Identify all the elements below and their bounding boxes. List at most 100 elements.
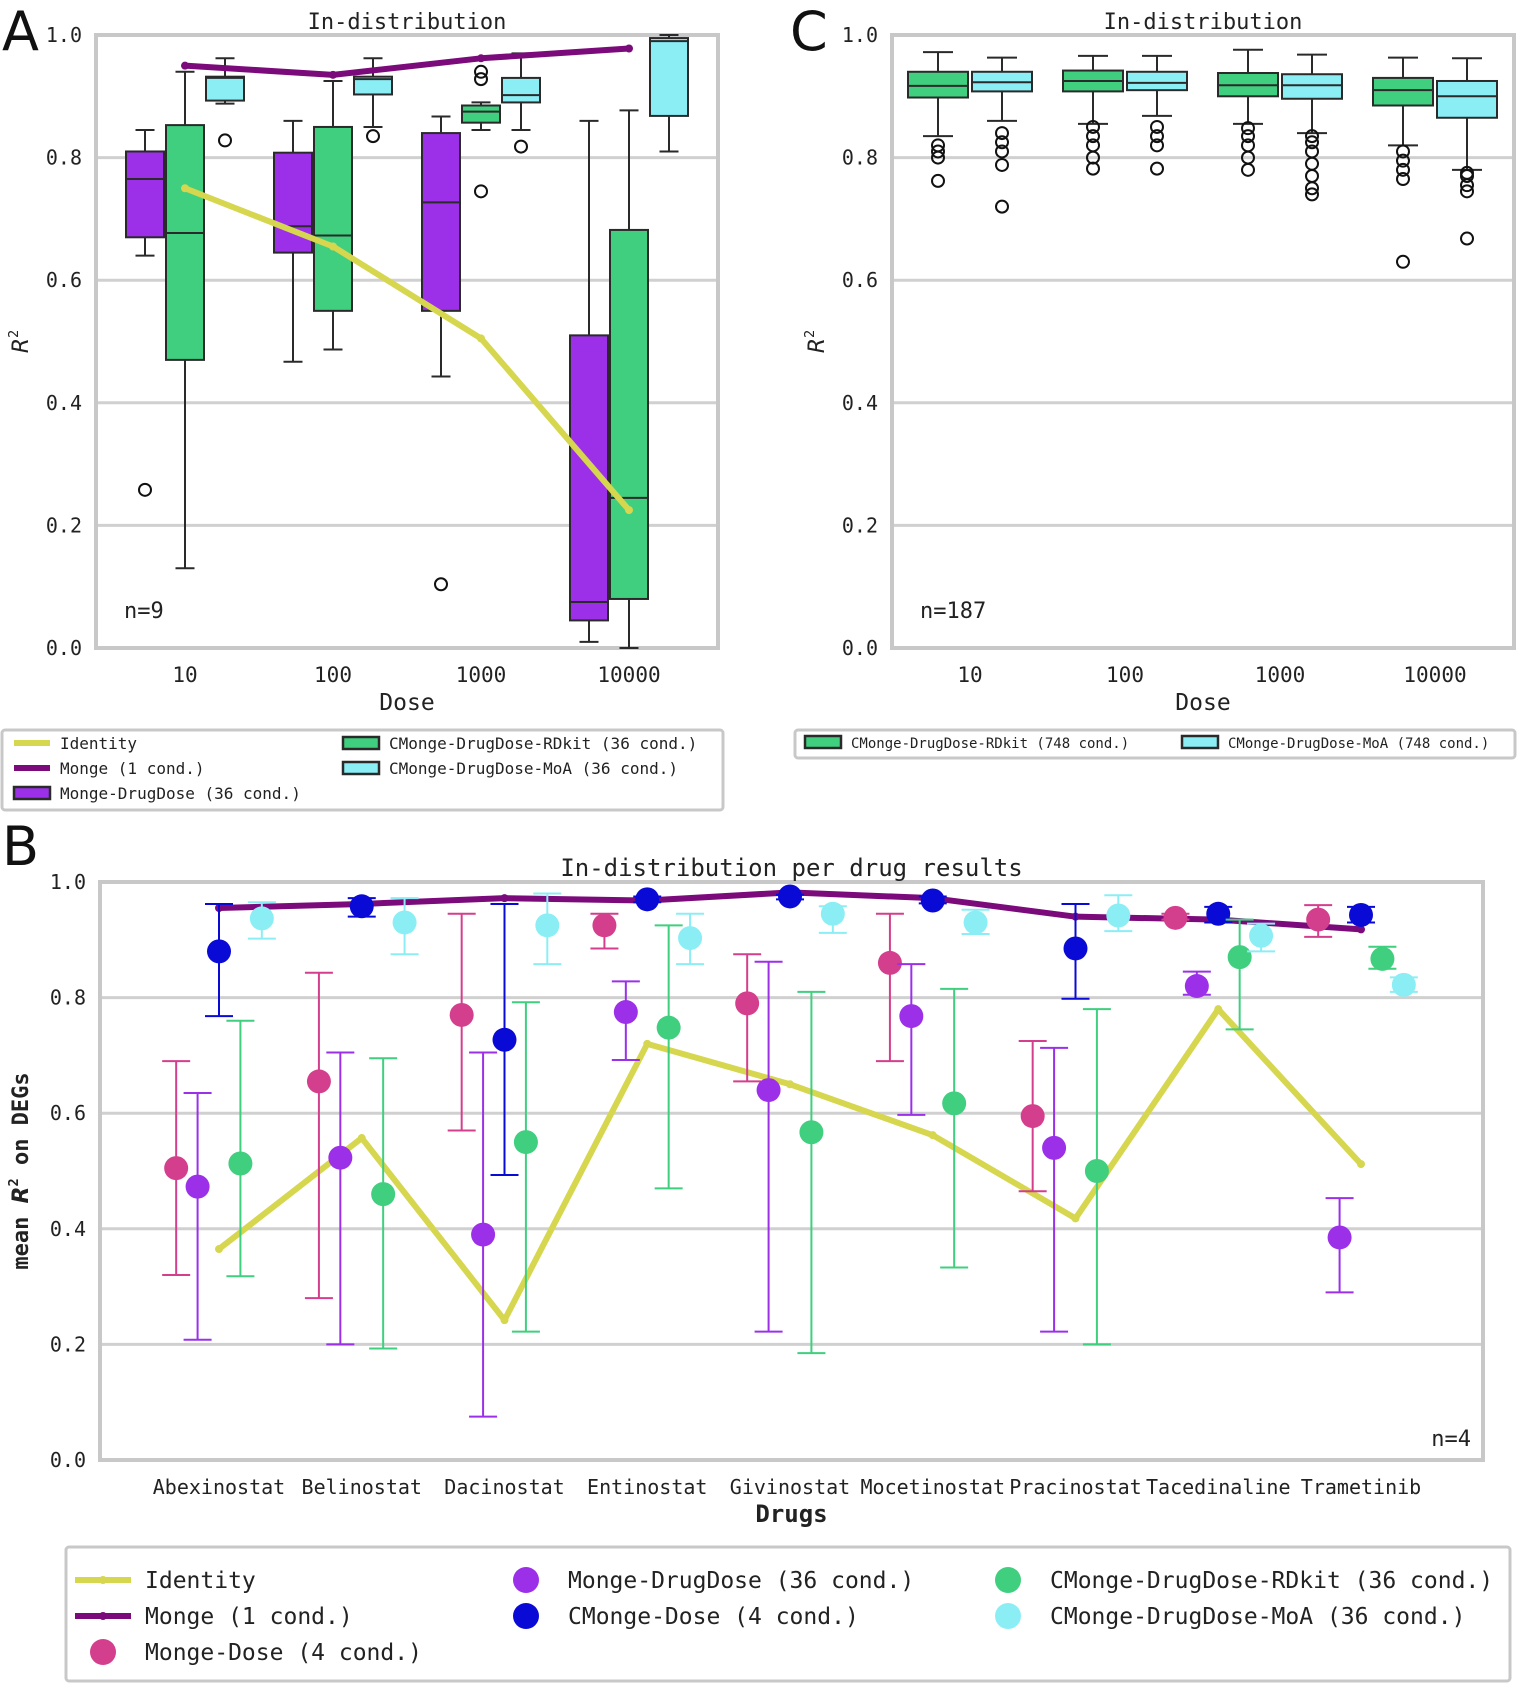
mean-marker — [778, 884, 802, 909]
x-tick-label: Abexinostat — [153, 1475, 285, 1499]
legend-label: CMonge-DrugDose-MoA (36 cond.) — [389, 759, 678, 778]
legend-entry: Monge (1 cond.) — [14, 759, 205, 778]
mean-marker — [492, 1027, 517, 1052]
errorbar-point — [490, 902, 519, 1177]
x-tick-label: 10000 — [1403, 663, 1466, 687]
errorbar-point — [733, 953, 762, 1083]
legend-label: Monge (1 cond.) — [145, 1604, 353, 1630]
series-point — [357, 1134, 366, 1143]
legend-label: CMonge-DrugDose-RDkit (748 cond.) — [851, 736, 1129, 752]
box-outlier — [474, 64, 488, 79]
errorbar-point — [390, 897, 419, 956]
box-outlier — [1150, 161, 1164, 176]
x-tick-label: 10 — [172, 663, 197, 687]
legend-label: Identity — [60, 734, 137, 753]
y-tick-label: 0.8 — [842, 146, 878, 170]
errorbar-point — [1325, 1197, 1354, 1294]
errorbar-point — [1368, 945, 1397, 971]
mean-marker — [799, 1120, 824, 1145]
errorbar-point — [1161, 905, 1190, 930]
legend-line-marker — [99, 1576, 107, 1584]
series-point — [643, 1039, 652, 1048]
errorbar-point — [611, 980, 640, 1062]
mean-marker — [963, 910, 988, 935]
box — [1372, 56, 1434, 269]
legend-entry: CMonge-DrugDose-RDkit (36 cond.) — [341, 734, 697, 753]
series-point — [928, 1131, 937, 1140]
plot-frame — [94, 33, 720, 650]
errorbar-point — [754, 960, 783, 1333]
errorbar-point — [961, 908, 990, 936]
box-outlier — [1305, 168, 1319, 183]
mean-marker — [1063, 936, 1088, 961]
mean-marker — [592, 913, 617, 938]
y-axis-label: R2 — [802, 330, 830, 354]
y-tick-label: 0.6 — [842, 268, 878, 292]
errorbar-point — [226, 1019, 255, 1278]
mean-marker — [1391, 972, 1416, 997]
errorbar-point — [533, 892, 562, 966]
box — [1436, 57, 1498, 246]
series-point — [215, 1245, 223, 1254]
mean-marker — [1042, 1135, 1067, 1160]
legend-entry: CMonge-DrugDose-MoA (748 cond.) — [1180, 734, 1489, 752]
y-tick-label: 0.6 — [50, 1101, 86, 1125]
y-tick-label: 0.0 — [50, 1448, 86, 1472]
errorbar-point — [654, 924, 683, 1190]
box — [461, 64, 501, 199]
box-outlier — [1396, 153, 1410, 168]
y-tick-label: 0.6 — [46, 268, 82, 292]
box-outlier — [1150, 119, 1164, 134]
box — [1217, 48, 1279, 177]
y-tick-label: 0.2 — [842, 513, 878, 537]
n-annotation: n=187 — [920, 599, 986, 624]
errorbar-point — [797, 990, 826, 1355]
mean-marker — [328, 1145, 353, 1170]
errorbar-point — [447, 912, 476, 1132]
box-body — [1372, 76, 1434, 107]
mean-marker — [1084, 1159, 1109, 1183]
box-outlier — [1396, 162, 1410, 177]
mean-marker — [228, 1151, 253, 1176]
mean-marker — [1249, 923, 1274, 948]
mean-marker — [1163, 905, 1188, 930]
box-outlier — [1241, 129, 1255, 144]
box-body — [165, 124, 205, 361]
x-tick-label: 1000 — [1255, 663, 1306, 687]
mean-marker — [471, 1222, 496, 1247]
x-tick-label: Entinostat — [587, 1475, 707, 1499]
legend-entry: CMonge-DrugDose-MoA (36 cond.) — [995, 1603, 1465, 1630]
errorbar-point — [1082, 1008, 1111, 1346]
legend-label: Monge-Dose (4 cond.) — [145, 1640, 422, 1666]
panel-b-chart: 0.0 0.2 0.4 0.6 0.8 1.0 In-distribution per dr… — [6, 854, 1512, 1683]
errorbar-point — [818, 901, 847, 934]
box-outlier — [218, 133, 232, 148]
box — [569, 119, 609, 643]
x-tick-label: 1000 — [456, 663, 507, 687]
series-line — [184, 45, 630, 78]
box-outlier — [514, 139, 528, 154]
errorbar-point — [1104, 894, 1133, 933]
box-outlier — [474, 184, 488, 199]
x-tick-label: 10 — [957, 663, 982, 687]
panel-label-c: C — [790, 0, 828, 63]
legend-entry: Identity — [14, 734, 137, 753]
mean-marker — [899, 1004, 924, 1029]
box-body — [501, 76, 541, 104]
panel-c-chart: 0.0 0.2 0.4 0.6 0.8 1.0 In-distribution 10 100 10… — [793, 10, 1517, 760]
legend-frame — [64, 1545, 1512, 1683]
series-point — [181, 184, 189, 193]
mean-marker — [207, 939, 231, 964]
box-body — [1126, 70, 1188, 92]
box-outlier — [1150, 138, 1164, 153]
box-body — [461, 104, 501, 124]
box-outlier — [995, 126, 1009, 141]
series-point — [1357, 925, 1365, 934]
errorbar-point — [1225, 918, 1254, 1031]
mean-marker — [1349, 902, 1373, 927]
box — [125, 129, 165, 497]
mean-marker — [735, 991, 760, 1016]
legend-entry: Identity — [75, 1568, 256, 1594]
mean-marker — [449, 1002, 474, 1027]
box-outlier — [366, 129, 380, 144]
